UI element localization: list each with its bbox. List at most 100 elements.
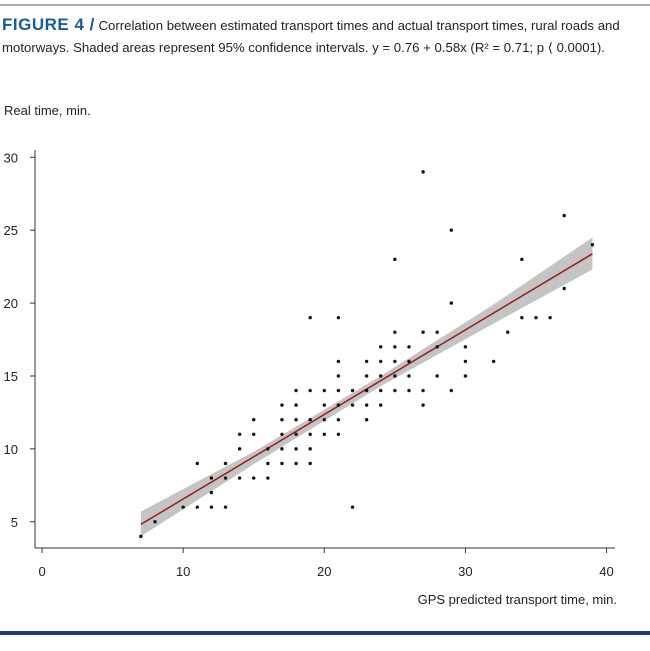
data-point bbox=[407, 374, 411, 378]
y-tick-label: 5 bbox=[11, 515, 18, 530]
data-point bbox=[407, 388, 411, 393]
data-point bbox=[336, 432, 341, 436]
data-point bbox=[308, 388, 312, 393]
data-point bbox=[223, 505, 228, 509]
data-point bbox=[322, 388, 326, 393]
data-point bbox=[379, 374, 383, 378]
data-point bbox=[364, 418, 369, 422]
data-point bbox=[520, 315, 524, 320]
data-point bbox=[294, 418, 298, 422]
data-point bbox=[590, 243, 595, 247]
data-point bbox=[322, 418, 326, 422]
data-point bbox=[252, 418, 256, 422]
data-point bbox=[449, 301, 454, 305]
data-point bbox=[280, 461, 284, 466]
data-point bbox=[223, 476, 228, 480]
data-point bbox=[534, 315, 538, 320]
data-point bbox=[421, 170, 425, 174]
data-point bbox=[364, 388, 369, 393]
data-point bbox=[266, 476, 270, 480]
data-point bbox=[237, 476, 242, 480]
x-tick-label: 10 bbox=[176, 564, 190, 579]
data-point bbox=[237, 432, 242, 436]
data-point bbox=[548, 315, 552, 320]
data-point bbox=[266, 461, 270, 466]
data-point bbox=[322, 403, 326, 407]
data-point bbox=[379, 388, 383, 393]
x-tick-label: 30 bbox=[458, 564, 472, 579]
data-point bbox=[364, 359, 369, 364]
data-point bbox=[308, 315, 312, 320]
data-point bbox=[294, 447, 298, 451]
data-point bbox=[350, 505, 355, 509]
data-point bbox=[463, 359, 468, 364]
data-point bbox=[223, 461, 228, 466]
x-tick-label: 20 bbox=[317, 564, 331, 579]
y-tick-label: 30 bbox=[4, 150, 18, 165]
data-point bbox=[463, 374, 468, 378]
y-tick-label: 25 bbox=[4, 223, 18, 238]
y-tick-label: 20 bbox=[4, 296, 18, 311]
data-point bbox=[336, 403, 341, 407]
data-point bbox=[252, 432, 256, 436]
data-point bbox=[364, 403, 369, 407]
data-point bbox=[562, 213, 566, 218]
confidence-band bbox=[140, 237, 593, 537]
data-point bbox=[407, 359, 411, 364]
data-point bbox=[280, 403, 284, 407]
data-point bbox=[266, 447, 270, 451]
data-point bbox=[308, 461, 312, 466]
data-point bbox=[139, 534, 143, 539]
data-point bbox=[421, 403, 425, 407]
data-point bbox=[209, 490, 214, 495]
data-point bbox=[181, 505, 185, 509]
caption: Correlation between estimated transport … bbox=[2, 18, 620, 55]
data-point bbox=[209, 476, 214, 480]
data-point bbox=[308, 418, 312, 422]
x-tick-label: 40 bbox=[599, 564, 613, 579]
data-point bbox=[252, 476, 256, 480]
data-point bbox=[449, 228, 454, 232]
data-point bbox=[506, 330, 510, 334]
x-tick-label: 0 bbox=[38, 564, 45, 579]
data-point bbox=[195, 461, 199, 466]
data-point bbox=[379, 359, 383, 364]
caption-block: FIGURE 4 / Correlation between estimated… bbox=[2, 14, 648, 59]
data-point bbox=[280, 447, 284, 451]
data-point bbox=[209, 505, 214, 509]
data-point bbox=[336, 359, 341, 364]
data-point bbox=[449, 388, 454, 393]
data-point bbox=[280, 418, 284, 422]
y-tick-label: 15 bbox=[4, 369, 18, 384]
data-point bbox=[195, 505, 199, 509]
data-point bbox=[336, 374, 341, 378]
data-point bbox=[280, 432, 284, 436]
data-point bbox=[350, 403, 355, 407]
data-point bbox=[393, 374, 397, 378]
data-point bbox=[435, 374, 439, 378]
data-point bbox=[393, 359, 397, 364]
data-point bbox=[520, 257, 524, 262]
data-point bbox=[294, 461, 298, 466]
data-point bbox=[463, 345, 468, 349]
data-point bbox=[562, 286, 566, 291]
data-point bbox=[364, 374, 369, 378]
data-point bbox=[350, 388, 355, 393]
figure-label: FIGURE 4 / bbox=[2, 15, 95, 34]
data-point bbox=[435, 345, 439, 349]
data-point bbox=[336, 418, 341, 422]
data-point bbox=[294, 432, 298, 436]
data-point bbox=[491, 359, 496, 364]
data-point bbox=[393, 345, 397, 349]
data-point bbox=[308, 447, 312, 451]
data-point bbox=[421, 330, 425, 334]
data-point bbox=[393, 257, 397, 262]
y-tick-label: 10 bbox=[4, 442, 18, 457]
data-point bbox=[407, 345, 411, 349]
data-point bbox=[294, 403, 298, 407]
data-point bbox=[393, 388, 397, 393]
y-axis-label: Real time, min. bbox=[4, 103, 91, 118]
data-point bbox=[379, 345, 383, 349]
data-point bbox=[322, 432, 326, 436]
